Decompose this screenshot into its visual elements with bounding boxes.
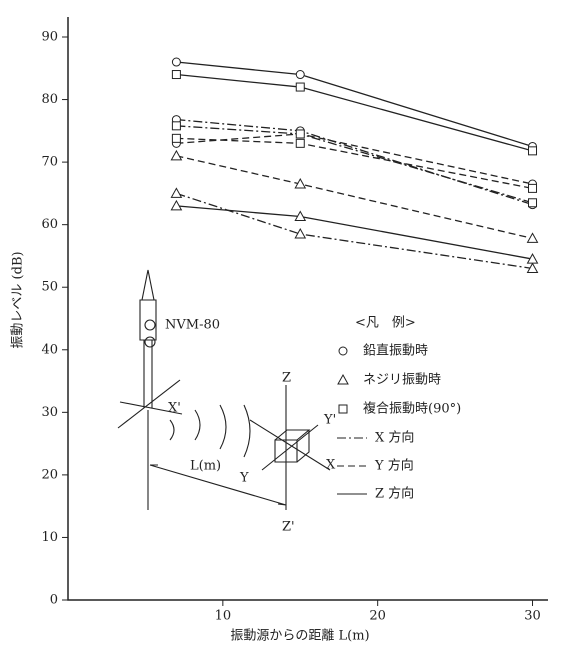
marker (172, 58, 180, 66)
marker (172, 122, 180, 130)
marker (296, 71, 304, 79)
legend-label: X 方向 (375, 430, 414, 446)
y-tick-label: 20 (41, 467, 58, 482)
marker (529, 199, 537, 207)
legend-label: Z 方向 (375, 486, 414, 502)
diagram-label: Y (239, 471, 249, 486)
x-tick-label: 10 (215, 609, 232, 624)
marker (171, 151, 181, 160)
legend-title: <凡 例> (355, 316, 416, 331)
marker (171, 201, 181, 210)
legend-label: 複合振動時(90°) (363, 401, 461, 417)
marker (296, 83, 304, 91)
chart: 振動レベル (dB) 振動源からの距離 L(m) NVM-80 L(m) Z Z… (0, 0, 564, 654)
diagram-label: Z (282, 371, 291, 386)
marker (172, 71, 180, 79)
marker (339, 405, 347, 413)
diagram-label: NVM-80 (165, 318, 220, 333)
series-line (176, 206, 532, 259)
x-tick-label: 30 (524, 609, 541, 624)
marker (528, 233, 538, 242)
y-tick-label: 10 (41, 530, 58, 545)
legend-label: ネジリ振動時 (363, 373, 441, 388)
y-tick-label: 50 (41, 280, 58, 295)
series-line (176, 62, 532, 146)
diagram-label: X' (168, 401, 181, 416)
y-tick-label: 30 (41, 405, 58, 420)
x-tick-label: 20 (369, 609, 386, 624)
diagram-lines (118, 380, 330, 510)
marker (529, 147, 537, 155)
y-tick-label: 80 (41, 92, 58, 107)
legend-label: 鉛直振動時 (363, 344, 428, 359)
marker (338, 375, 348, 384)
marker (296, 139, 304, 147)
y-tick-label: 60 (41, 217, 58, 232)
inset-diagram: NVM-80 L(m) Z Z' X X' Y Y' (118, 270, 336, 535)
series-line (176, 126, 532, 203)
sensor-dot (145, 320, 155, 330)
marker (172, 134, 180, 142)
marker (296, 130, 304, 138)
series-line (176, 134, 532, 184)
marker (171, 188, 181, 197)
y-tick-label: 40 (41, 342, 58, 357)
marker (339, 347, 347, 355)
diagram-label: L(m) (190, 459, 221, 474)
y-axis-label: 振動レベル (dB) (11, 251, 26, 348)
series-line (176, 75, 532, 151)
diagram-label: X (326, 458, 336, 473)
sensor-dot (145, 337, 155, 347)
y-tick-label: 0 (50, 593, 58, 608)
page: {"chart_data": {"type": "line", "y_label… (0, 0, 564, 654)
diagram-label: Y' (323, 413, 336, 428)
legend-label: Y 方向 (374, 458, 414, 474)
series-line (176, 193, 532, 268)
series-line (176, 120, 532, 205)
x-axis-label: 振動源からの距離 L(m) (230, 629, 369, 644)
y-tick-label: 90 (41, 30, 58, 45)
marker (529, 184, 537, 192)
y-tick-label: 70 (41, 155, 58, 170)
diagram-label: Z' (282, 520, 295, 535)
